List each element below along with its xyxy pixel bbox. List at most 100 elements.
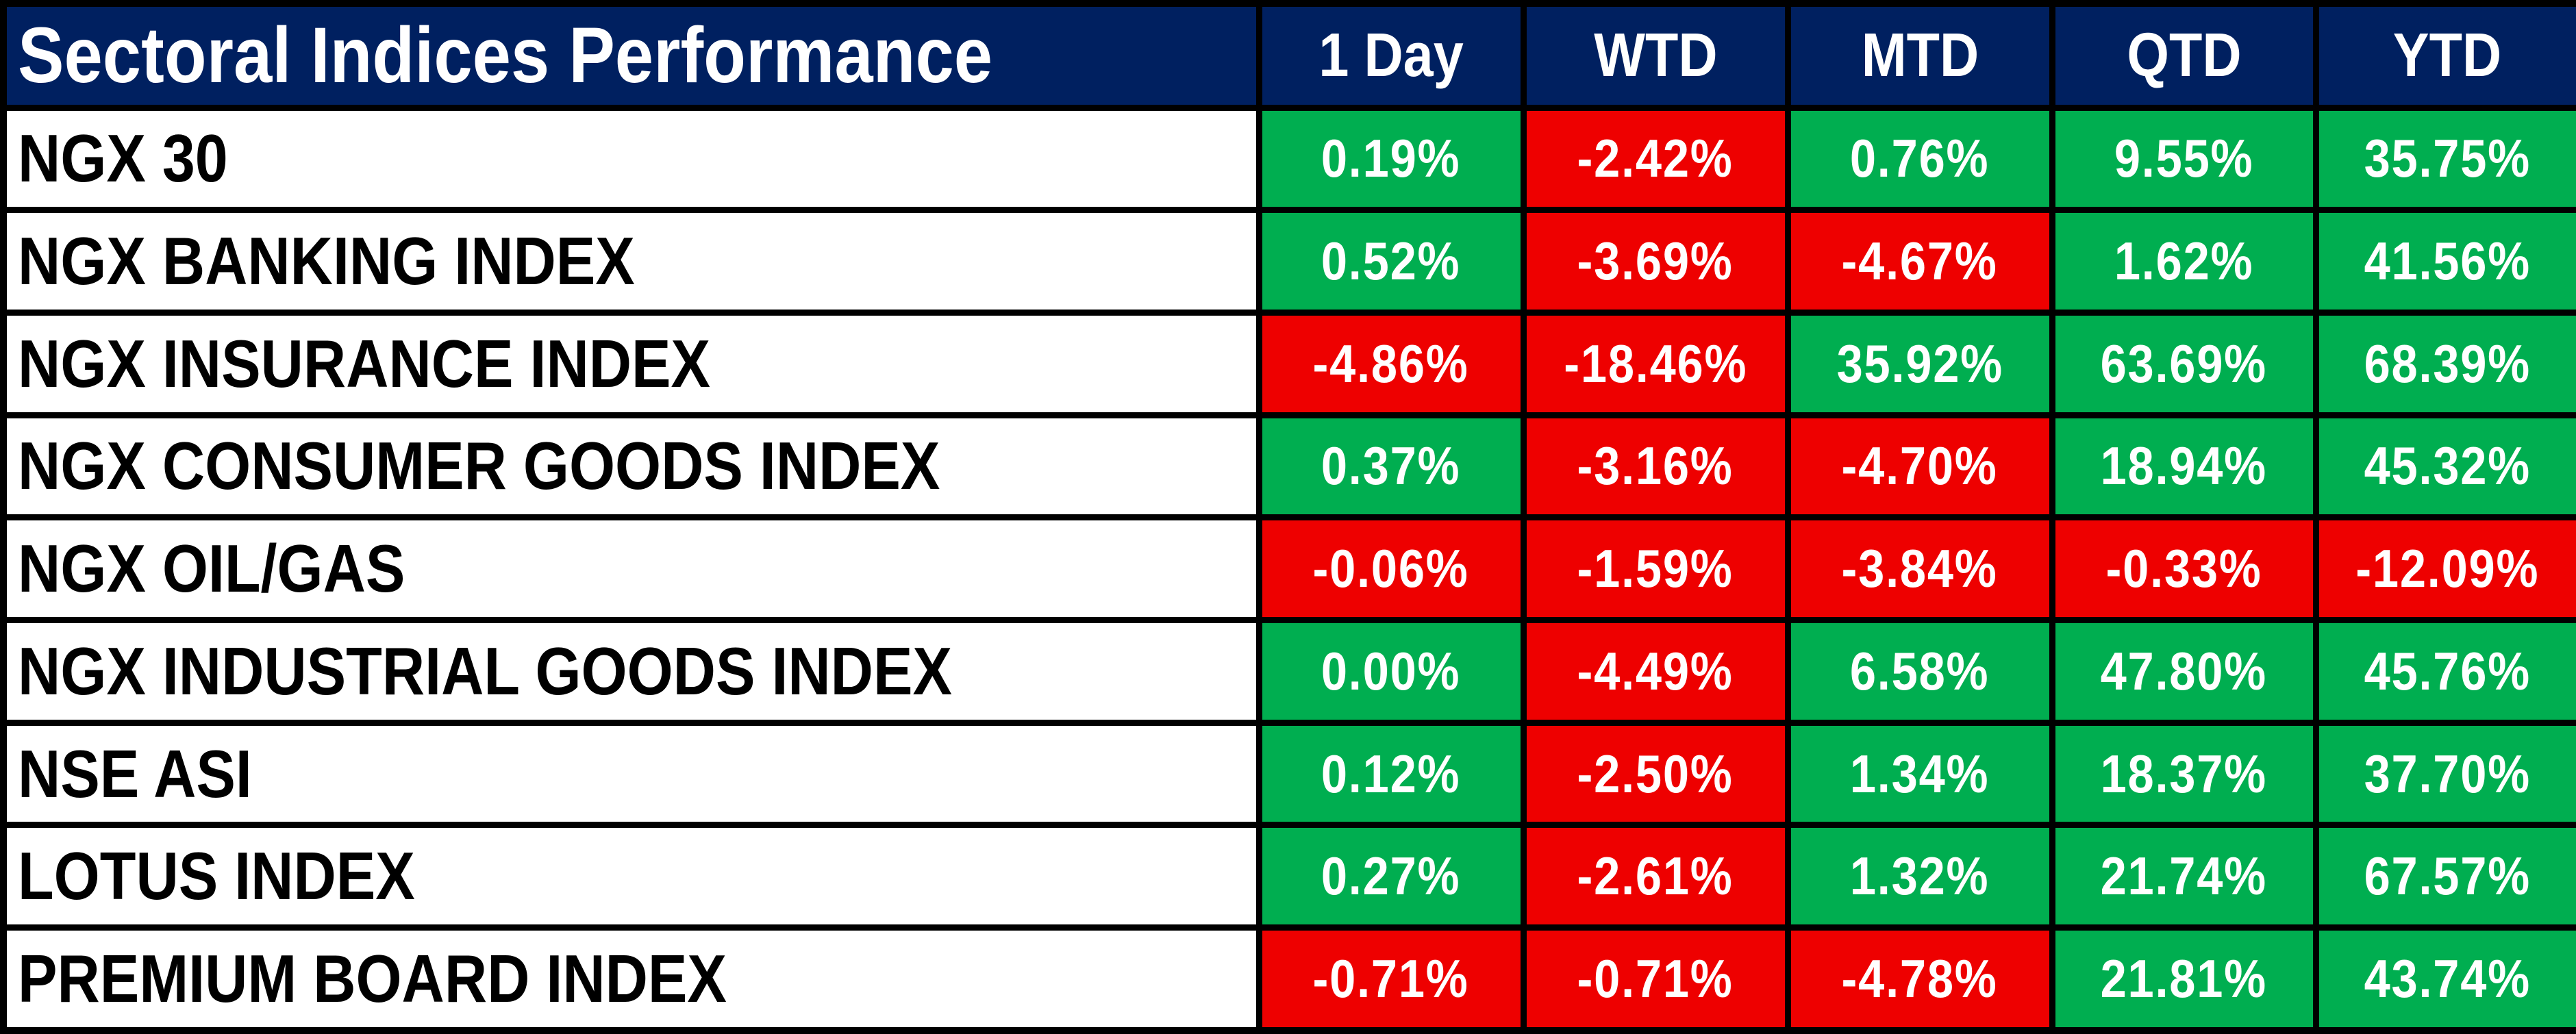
value-text: -12.09% bbox=[2355, 538, 2540, 599]
value-text: -0.06% bbox=[1312, 538, 1470, 599]
value-text: 63.69% bbox=[2100, 333, 2268, 394]
row-label: NSE ASI bbox=[0, 719, 1262, 829]
table-title: Sectoral Indices Performance bbox=[0, 0, 1262, 111]
value-text: -2.50% bbox=[1577, 743, 1734, 804]
column-header-ytd: YTD bbox=[2312, 0, 2576, 111]
value-text: 0.37% bbox=[1321, 436, 1461, 496]
column-header-mtd: MTD bbox=[1784, 0, 2055, 111]
value-text: 68.39% bbox=[2364, 333, 2531, 394]
value-text: -4.86% bbox=[1312, 333, 1470, 394]
value-text: 0.76% bbox=[1850, 128, 1990, 189]
value-text: -4.49% bbox=[1577, 640, 1734, 701]
row-label: NGX INDUSTRIAL GOODS INDEX bbox=[0, 617, 1262, 726]
table-row: NGX INSURANCE INDEX -4.86% -18.46% 35.92% 63… bbox=[0, 309, 2576, 418]
value-cell: 0.12% bbox=[1255, 719, 1527, 829]
value-text: -0.71% bbox=[1577, 948, 1734, 1009]
value-text: 21.74% bbox=[2100, 846, 2268, 907]
table-title-text: Sectoral Indices Performance bbox=[18, 12, 993, 100]
value-cell: 35.92% bbox=[1784, 309, 2055, 418]
value-text: 18.37% bbox=[2100, 743, 2268, 804]
value-cell: -12.09% bbox=[2312, 514, 2576, 624]
value-cell: -4.86% bbox=[1255, 309, 1527, 418]
value-text: 6.58% bbox=[1850, 640, 1990, 701]
row-label: NGX OIL/GAS bbox=[0, 514, 1262, 624]
value-text: -2.61% bbox=[1577, 846, 1734, 907]
value-text: -4.67% bbox=[1841, 231, 1999, 292]
value-cell: -0.71% bbox=[1255, 924, 1527, 1034]
value-cell: 18.94% bbox=[2049, 412, 2319, 521]
row-label: LOTUS INDEX bbox=[0, 822, 1262, 931]
value-cell: 0.52% bbox=[1255, 207, 1527, 316]
value-text: 0.52% bbox=[1321, 231, 1461, 292]
value-cell: 0.00% bbox=[1255, 617, 1527, 726]
row-label-text: NSE ASI bbox=[18, 735, 252, 811]
row-label: NGX 30 bbox=[0, 104, 1262, 214]
value-text: 1.62% bbox=[2114, 231, 2254, 292]
value-text: 0.12% bbox=[1321, 743, 1461, 804]
value-text: 45.32% bbox=[2364, 436, 2531, 496]
value-text: 47.80% bbox=[2100, 640, 2268, 701]
value-cell: 21.81% bbox=[2049, 924, 2319, 1034]
table-row: NGX INDUSTRIAL GOODS INDEX 0.00% -4.49% 6.5… bbox=[0, 617, 2576, 726]
value-text: 0.27% bbox=[1321, 846, 1461, 907]
value-cell: 18.37% bbox=[2049, 719, 2319, 829]
value-cell: -4.70% bbox=[1784, 412, 2055, 521]
value-cell: 0.37% bbox=[1255, 412, 1527, 521]
row-label-text: NGX OIL/GAS bbox=[18, 531, 405, 607]
value-cell: -2.61% bbox=[1520, 822, 1791, 931]
value-text: -4.78% bbox=[1841, 948, 1999, 1009]
value-text: 41.56% bbox=[2364, 231, 2531, 292]
value-cell: 6.58% bbox=[1784, 617, 2055, 726]
value-text: -0.71% bbox=[1312, 948, 1470, 1009]
value-cell: 9.55% bbox=[2049, 104, 2319, 214]
value-cell: 0.19% bbox=[1255, 104, 1527, 214]
value-text: -0.33% bbox=[2105, 538, 2262, 599]
value-cell: -3.69% bbox=[1520, 207, 1791, 316]
value-cell: -3.84% bbox=[1784, 514, 2055, 624]
row-label: NGX BANKING INDEX bbox=[0, 207, 1262, 316]
value-text: 45.76% bbox=[2364, 640, 2531, 701]
header-row: Sectoral Indices Performance 1 Day WTD M… bbox=[0, 0, 2576, 111]
value-text: 0.19% bbox=[1321, 128, 1461, 189]
value-cell: 35.75% bbox=[2312, 104, 2576, 214]
row-label-text: LOTUS INDEX bbox=[18, 838, 415, 914]
value-cell: 1.34% bbox=[1784, 719, 2055, 829]
value-cell: -0.71% bbox=[1520, 924, 1791, 1034]
value-text: 67.57% bbox=[2364, 846, 2531, 907]
row-label: PREMIUM BOARD INDEX bbox=[0, 924, 1262, 1034]
row-label-text: NGX INDUSTRIAL GOODS INDEX bbox=[18, 633, 953, 709]
value-text: -3.69% bbox=[1577, 231, 1734, 292]
value-text: -4.70% bbox=[1841, 436, 1999, 496]
value-cell: -2.42% bbox=[1520, 104, 1791, 214]
table-body: NGX 30 0.19% -2.42% 0.76% 9.55% 35.75% NGX BAN… bbox=[0, 104, 2576, 1034]
value-cell: 43.74% bbox=[2312, 924, 2576, 1034]
table-row: LOTUS INDEX 0.27% -2.61% 1.32% 21.74% 67.57% bbox=[0, 822, 2576, 931]
value-cell: 0.27% bbox=[1255, 822, 1527, 931]
value-cell: -3.16% bbox=[1520, 412, 1791, 521]
value-cell: 21.74% bbox=[2049, 822, 2319, 931]
table-row: NSE ASI 0.12% -2.50% 1.34% 18.37% 37.70% bbox=[0, 719, 2576, 829]
value-cell: 37.70% bbox=[2312, 719, 2576, 829]
value-cell: 67.57% bbox=[2312, 822, 2576, 931]
value-cell: 1.32% bbox=[1784, 822, 2055, 931]
column-header-wtd: WTD bbox=[1520, 0, 1791, 111]
row-label: NGX CONSUMER GOODS INDEX bbox=[0, 412, 1262, 521]
value-cell: -4.67% bbox=[1784, 207, 2055, 316]
value-cell: -4.49% bbox=[1520, 617, 1791, 726]
value-cell: 45.76% bbox=[2312, 617, 2576, 726]
table-row: PREMIUM BOARD INDEX -0.71% -0.71% -4.78% 21.… bbox=[0, 924, 2576, 1034]
row-label-text: NGX CONSUMER GOODS INDEX bbox=[18, 428, 940, 504]
value-cell: -2.50% bbox=[1520, 719, 1791, 829]
table-row: NGX BANKING INDEX 0.52% -3.69% -4.67% 1.62% 4… bbox=[0, 207, 2576, 316]
value-cell: -4.78% bbox=[1784, 924, 2055, 1034]
table-row: NGX OIL/GAS -0.06% -1.59% -3.84% -0.33% -12.0… bbox=[0, 514, 2576, 624]
value-text: 37.70% bbox=[2364, 743, 2531, 804]
value-cell: 1.62% bbox=[2049, 207, 2319, 316]
value-text: 18.94% bbox=[2100, 436, 2268, 496]
value-text: 43.74% bbox=[2364, 948, 2531, 1009]
value-cell: 41.56% bbox=[2312, 207, 2576, 316]
value-cell: -0.06% bbox=[1255, 514, 1527, 624]
value-text: 21.81% bbox=[2100, 948, 2268, 1009]
row-label-text: NGX BANKING INDEX bbox=[18, 223, 635, 299]
